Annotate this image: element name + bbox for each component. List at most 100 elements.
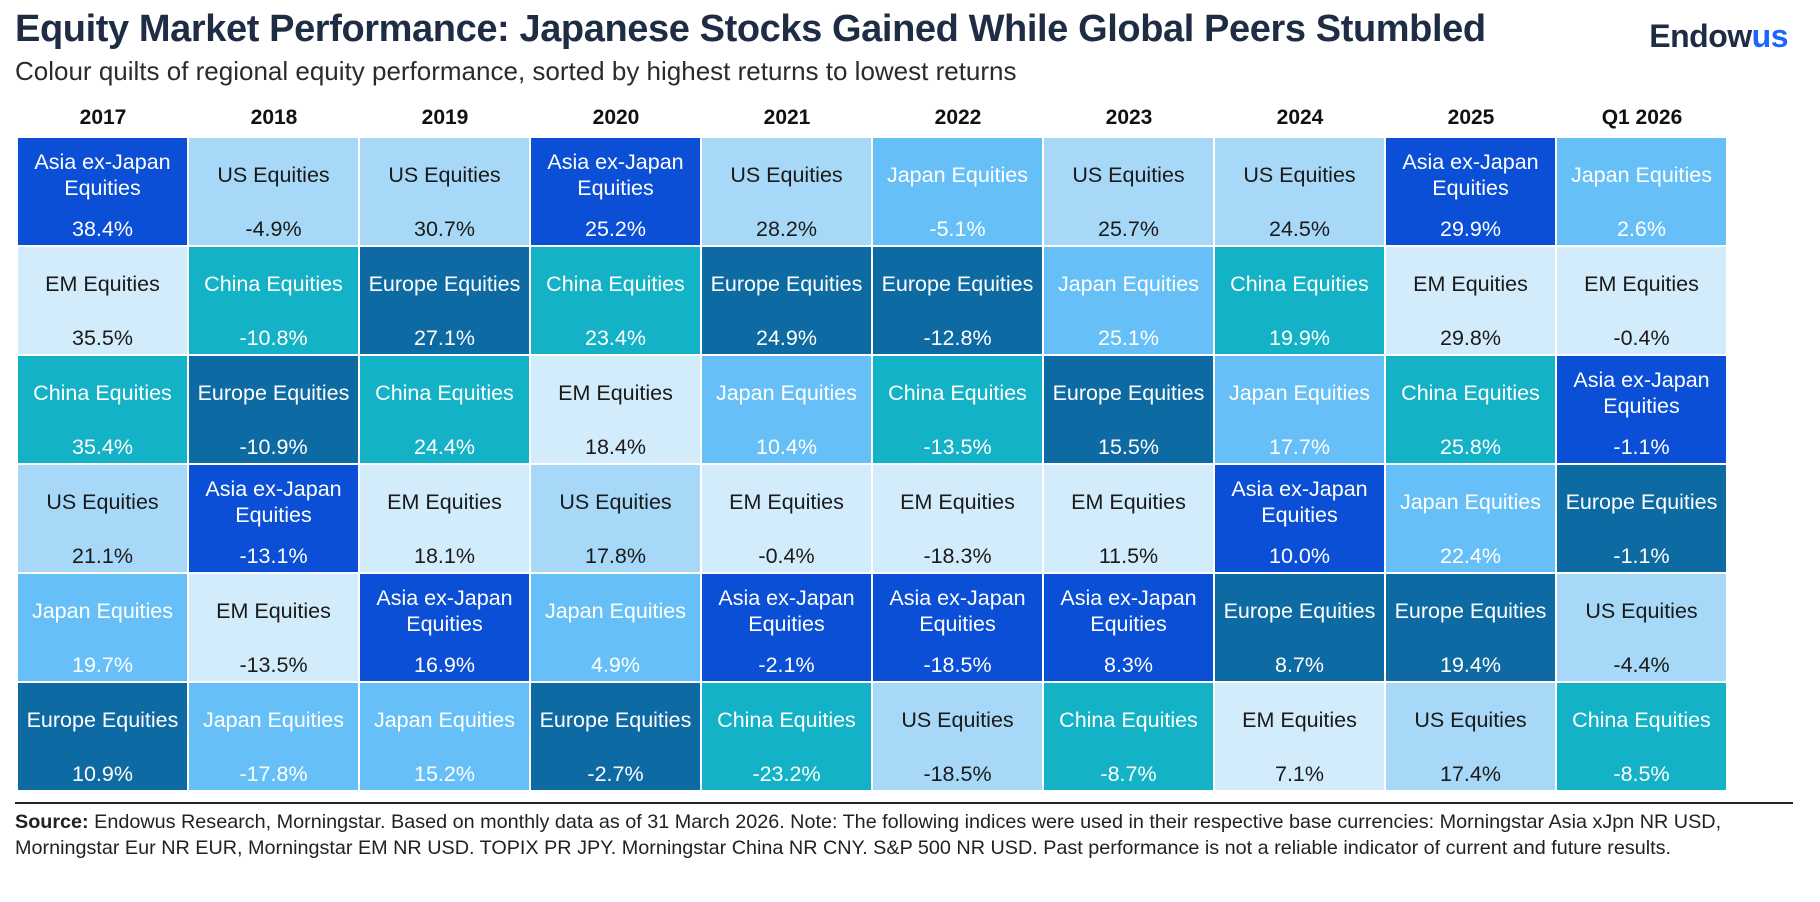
cell-return-value: -2.1%: [758, 653, 815, 677]
cell-return-value: 35.4%: [72, 435, 133, 459]
cell-return-value: 17.4%: [1440, 762, 1501, 786]
logo-accent: us: [1751, 18, 1789, 54]
cell-return-value: 10.0%: [1269, 544, 1330, 568]
cell-region-label: Japan Equities: [31, 598, 174, 623]
cell-return-value: 25.7%: [1098, 217, 1159, 241]
year-header: 2022: [934, 106, 982, 129]
cell-return-value: -17.8%: [239, 762, 308, 786]
cell-return-value: -13.5%: [239, 653, 308, 677]
year-header: 2020: [592, 106, 640, 129]
cell-return-value: 17.7%: [1269, 435, 1330, 459]
cell-return-value: 19.4%: [1440, 653, 1501, 677]
cell-region-label: Asia ex-Japan Equities: [34, 149, 171, 200]
quilt-cell: US Equities 25.7%: [1044, 138, 1213, 245]
quilt-cell: Japan Equities 17.7%: [1215, 356, 1384, 463]
quilt-cell: Asia ex-Japan Equities 38.4%: [18, 138, 187, 245]
cell-return-value: -23.2%: [752, 762, 821, 786]
cell-return-value: 35.5%: [72, 326, 133, 350]
source-note: Source: Endowus Research, Morningstar. B…: [15, 810, 1800, 861]
quilt-cell: Japan Equities -5.1%: [873, 138, 1042, 245]
cell-return-value: 29.9%: [1440, 217, 1501, 241]
cell-region-label: China Equities: [375, 380, 514, 405]
cell-region-label: Asia ex-Japan Equities: [1402, 149, 1539, 200]
cell-region-label: Asia ex-Japan Equities: [1060, 585, 1197, 636]
quilt-cell: China Equities 35.4%: [18, 356, 187, 463]
cell-region-label: China Equities: [1230, 271, 1369, 296]
cell-return-value: -1.1%: [1613, 544, 1670, 568]
cell-return-value: -12.8%: [923, 326, 992, 350]
cell-return-value: 16.9%: [414, 653, 475, 677]
year-header: Q1 2026: [1601, 106, 1683, 129]
cell-region-label: Asia ex-Japan Equities: [376, 585, 513, 636]
quilt-cell: Europe Equities 24.9%: [702, 247, 871, 354]
cell-region-label: Europe Equities: [539, 707, 692, 732]
cell-return-value: 27.1%: [414, 326, 475, 350]
quilt-cell: Asia ex-Japan Equities 29.9%: [1386, 138, 1555, 245]
cell-return-value: -8.5%: [1613, 762, 1670, 786]
cell-return-value: 22.4%: [1440, 544, 1501, 568]
year-header: 2017: [79, 106, 127, 129]
cell-return-value: -8.7%: [1100, 762, 1157, 786]
quilt-cell: Europe Equities -1.1%: [1557, 465, 1726, 572]
year-header: 2024: [1276, 106, 1324, 129]
cell-region-label: China Equities: [204, 271, 343, 296]
cell-return-value: 28.2%: [756, 217, 817, 241]
cell-return-value: 21.1%: [72, 544, 133, 568]
cell-region-label: US Equities: [217, 162, 330, 187]
quilt-cell: Europe Equities -12.8%: [873, 247, 1042, 354]
cell-region-label: US Equities: [1414, 707, 1527, 732]
cell-region-label: Europe Equities: [26, 707, 179, 732]
quilt-cell: US Equities -4.4%: [1557, 574, 1726, 681]
cell-region-label: China Equities: [1059, 707, 1198, 732]
quilt-cell: Japan Equities 2.6%: [1557, 138, 1726, 245]
quilt-cell: Japan Equities 19.7%: [18, 574, 187, 681]
cell-region-label: China Equities: [717, 707, 856, 732]
quilt-cell: Europe Equities 19.4%: [1386, 574, 1555, 681]
cell-region-label: China Equities: [1572, 707, 1711, 732]
quilt-cell: China Equities -8.7%: [1044, 683, 1213, 790]
quilt-cell: China Equities -8.5%: [1557, 683, 1726, 790]
quilt-cell: Europe Equities 15.5%: [1044, 356, 1213, 463]
cell-return-value: 25.1%: [1098, 326, 1159, 350]
quilt-cell: China Equities -10.8%: [189, 247, 358, 354]
cell-region-label: Japan Equities: [715, 380, 858, 405]
cell-return-value: -18.3%: [923, 544, 992, 568]
cell-region-label: Japan Equities: [202, 707, 345, 732]
cell-return-value: -0.4%: [1613, 326, 1670, 350]
cell-region-label: US Equities: [559, 489, 672, 514]
chart-subtitle: Colour quilts of regional equity perform…: [15, 56, 1017, 86]
quilt-cell: Europe Equities 10.9%: [18, 683, 187, 790]
cell-region-label: EM Equities: [729, 489, 844, 514]
quilt-cell: EM Equities 7.1%: [1215, 683, 1384, 790]
quilt-cell: EM Equities 18.1%: [360, 465, 529, 572]
cell-region-label: Asia ex-Japan Equities: [889, 585, 1026, 636]
logo-text: Endow: [1649, 18, 1752, 54]
quilt-cell: EM Equities 18.4%: [531, 356, 700, 463]
cell-return-value: -0.4%: [758, 544, 815, 568]
quilt-cell: Europe Equities 27.1%: [360, 247, 529, 354]
cell-region-label: Japan Equities: [1228, 380, 1371, 405]
cell-return-value: 19.9%: [1269, 326, 1330, 350]
quilt-cell: Europe Equities 8.7%: [1215, 574, 1384, 681]
cell-return-value: 19.7%: [72, 653, 133, 677]
cell-region-label: Japan Equities: [1570, 162, 1713, 187]
year-header: 2021: [763, 106, 811, 129]
year-header: 2025: [1447, 106, 1495, 129]
cell-region-label: US Equities: [1585, 598, 1698, 623]
quilt-cell: Japan Equities 22.4%: [1386, 465, 1555, 572]
quilt-cell: China Equities 23.4%: [531, 247, 700, 354]
cell-return-value: 29.8%: [1440, 326, 1501, 350]
quilt-cell: Asia ex-Japan Equities -1.1%: [1557, 356, 1726, 463]
quilt-cell: EM Equities -0.4%: [702, 465, 871, 572]
cell-region-label: China Equities: [546, 271, 685, 296]
quilt-cell: Japan Equities 10.4%: [702, 356, 871, 463]
quilt-cell: EM Equities -0.4%: [1557, 247, 1726, 354]
cell-region-label: US Equities: [730, 162, 843, 187]
year-header: 2023: [1105, 106, 1153, 129]
cell-return-value: -10.8%: [239, 326, 308, 350]
quilt-cell: Asia ex-Japan Equities 10.0%: [1215, 465, 1384, 572]
quilt-cell: US Equities 30.7%: [360, 138, 529, 245]
source-label: Source:: [15, 811, 89, 833]
cell-region-label: EM Equities: [1242, 707, 1357, 732]
quilt-cell: US Equities 17.4%: [1386, 683, 1555, 790]
